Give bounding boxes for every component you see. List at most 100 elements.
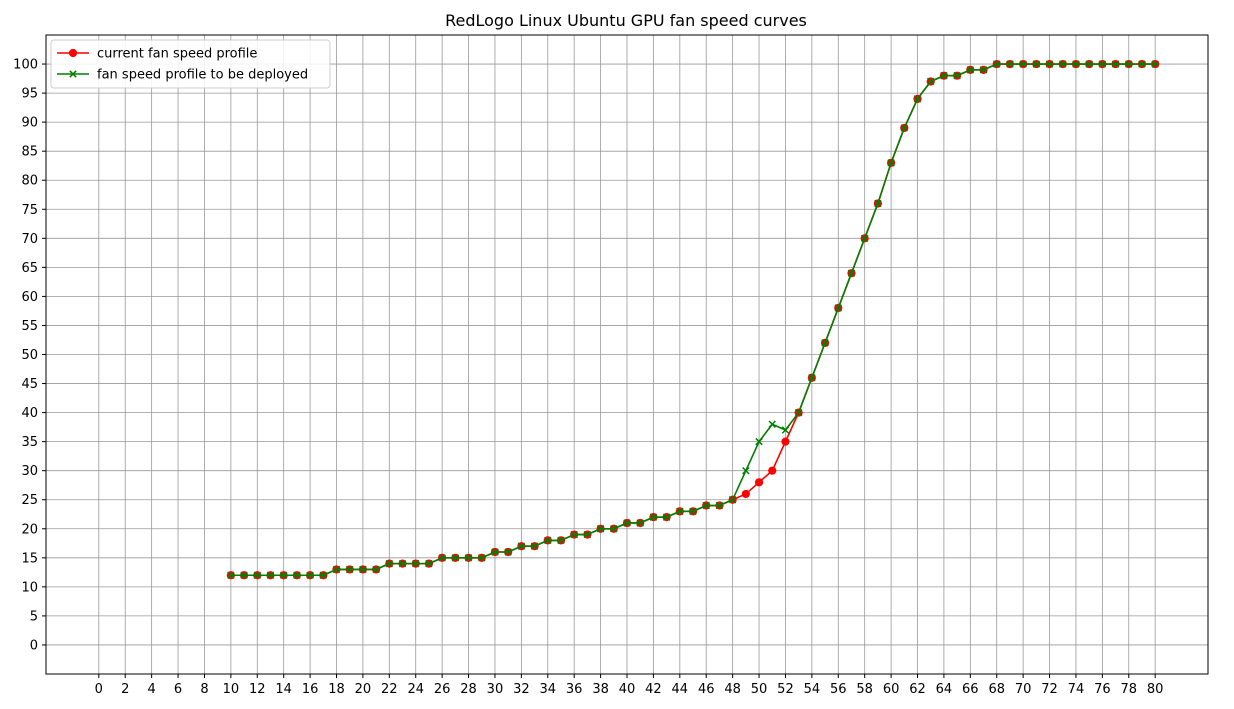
series-1-point [742, 466, 750, 475]
series-1-point [1138, 60, 1146, 68]
series-1-point [715, 501, 724, 510]
series-1-point [279, 571, 288, 579]
x-tick-label: 14 [275, 682, 292, 697]
series-1-point [530, 542, 539, 550]
series-1-point [755, 437, 763, 446]
series-1-point [768, 420, 776, 428]
series-1-point [504, 548, 512, 556]
x-tick-label: 18 [328, 682, 345, 697]
series-1-point [887, 159, 895, 167]
series-1-point [359, 565, 367, 574]
series-1-point [544, 536, 552, 545]
x-tick-label: 40 [619, 682, 636, 697]
series-1-point [610, 525, 618, 533]
chart-title: RedLogo Linux Ubuntu GPU fan speed curve… [445, 11, 807, 30]
series-1-point [1045, 60, 1054, 68]
x-tick-label: 50 [751, 682, 768, 697]
x-tick-label: 12 [249, 682, 266, 697]
legend-label: current fan speed profile [97, 47, 257, 62]
x-tick-label: 22 [381, 682, 398, 697]
x-tick-label: 74 [1068, 682, 1085, 697]
series-0-point [741, 489, 750, 499]
x-tick-label: 8 [200, 682, 208, 697]
series-1-point [662, 513, 671, 521]
series-1-point [926, 77, 935, 86]
series-1-point [345, 565, 354, 574]
x-tick-label: 76 [1094, 682, 1111, 697]
series-1-point [953, 71, 961, 80]
legend: current fan speed profile fan speed profi… [50, 39, 331, 89]
series-1-point [689, 507, 697, 516]
series-1-point [794, 408, 803, 417]
series-1-point [781, 426, 790, 434]
series-1-point [491, 548, 499, 556]
x-tick-label: 16 [302, 682, 319, 697]
series-1-point [834, 304, 843, 312]
x-tick-label: 54 [804, 682, 821, 697]
x-tick-label: 56 [830, 682, 847, 697]
y-axis: 0 5 10 15 20 25 30 35 40 45 50 55 60 65 70 75 80 85 90 95 10… [13, 58, 46, 653]
series-0-point [754, 478, 764, 487]
legend-entry-1: fan speed profile to be deployed [57, 68, 308, 83]
x-tick-label: 52 [777, 682, 794, 697]
x-tick-label: 60 [883, 682, 900, 697]
y-tick-label: 60 [21, 290, 38, 305]
series-1-point [332, 565, 341, 574]
series-1-point [623, 519, 631, 527]
y-tick-label: 50 [21, 348, 38, 363]
series-1-point [425, 559, 433, 568]
legend-marker [69, 70, 77, 78]
legend-label: fan speed profile to be deployed [97, 68, 308, 83]
series-1-point [306, 571, 314, 579]
series-1-point [676, 507, 684, 516]
y-tick-label: 25 [21, 493, 38, 508]
series-1-point [596, 525, 605, 533]
x-tick-label: 48 [724, 682, 741, 697]
x-tick-label: 58 [856, 682, 873, 697]
series-1-point [1125, 60, 1133, 68]
x-tick-label: 68 [988, 682, 1005, 697]
x-tick-label: 0 [95, 682, 103, 697]
series-1-point [1111, 60, 1120, 68]
series-1-point [966, 66, 975, 74]
y-tick-label: 80 [21, 174, 38, 189]
series-1-point [860, 234, 869, 243]
y-tick-label: 100 [13, 58, 38, 73]
series-1-point [913, 95, 922, 103]
y-tick-label: 55 [21, 319, 38, 334]
series-1-point [1098, 60, 1107, 68]
series-1-point [266, 571, 275, 579]
series-1-point [808, 374, 816, 382]
series-0-point [768, 466, 777, 475]
y-tick-label: 30 [21, 464, 38, 479]
x-tick-label: 4 [147, 682, 155, 697]
series-1-point [385, 559, 394, 568]
y-tick-label: 20 [21, 522, 38, 537]
y-tick-label: 35 [21, 435, 38, 450]
y-tick-label: 5 [30, 609, 38, 624]
series-1-point [728, 495, 737, 504]
legend-box [50, 39, 331, 89]
x-tick-label: 64 [936, 682, 953, 697]
series-1-line [230, 63, 1156, 577]
y-tick-label: 40 [21, 406, 38, 421]
series-1-point [293, 571, 301, 579]
series-1-point [1019, 60, 1027, 68]
series-1-point [874, 199, 882, 208]
y-tick-label: 10 [21, 580, 38, 595]
x-tick-label: 38 [592, 682, 609, 697]
x-tick-label: 10 [223, 682, 240, 697]
series-1-point [319, 571, 328, 579]
series-1-point [1059, 60, 1067, 68]
x-tick-label: 66 [962, 682, 979, 697]
series-0-line [230, 63, 1156, 577]
y-tick-label: 0 [30, 638, 38, 653]
series-0-point [781, 437, 790, 446]
series-1-point [411, 559, 420, 568]
y-tick-label: 45 [21, 377, 38, 392]
series-1-point [570, 530, 578, 539]
x-tick-label: 26 [434, 682, 451, 697]
x-tick-label: 44 [672, 682, 689, 697]
series-1-point [253, 571, 262, 579]
